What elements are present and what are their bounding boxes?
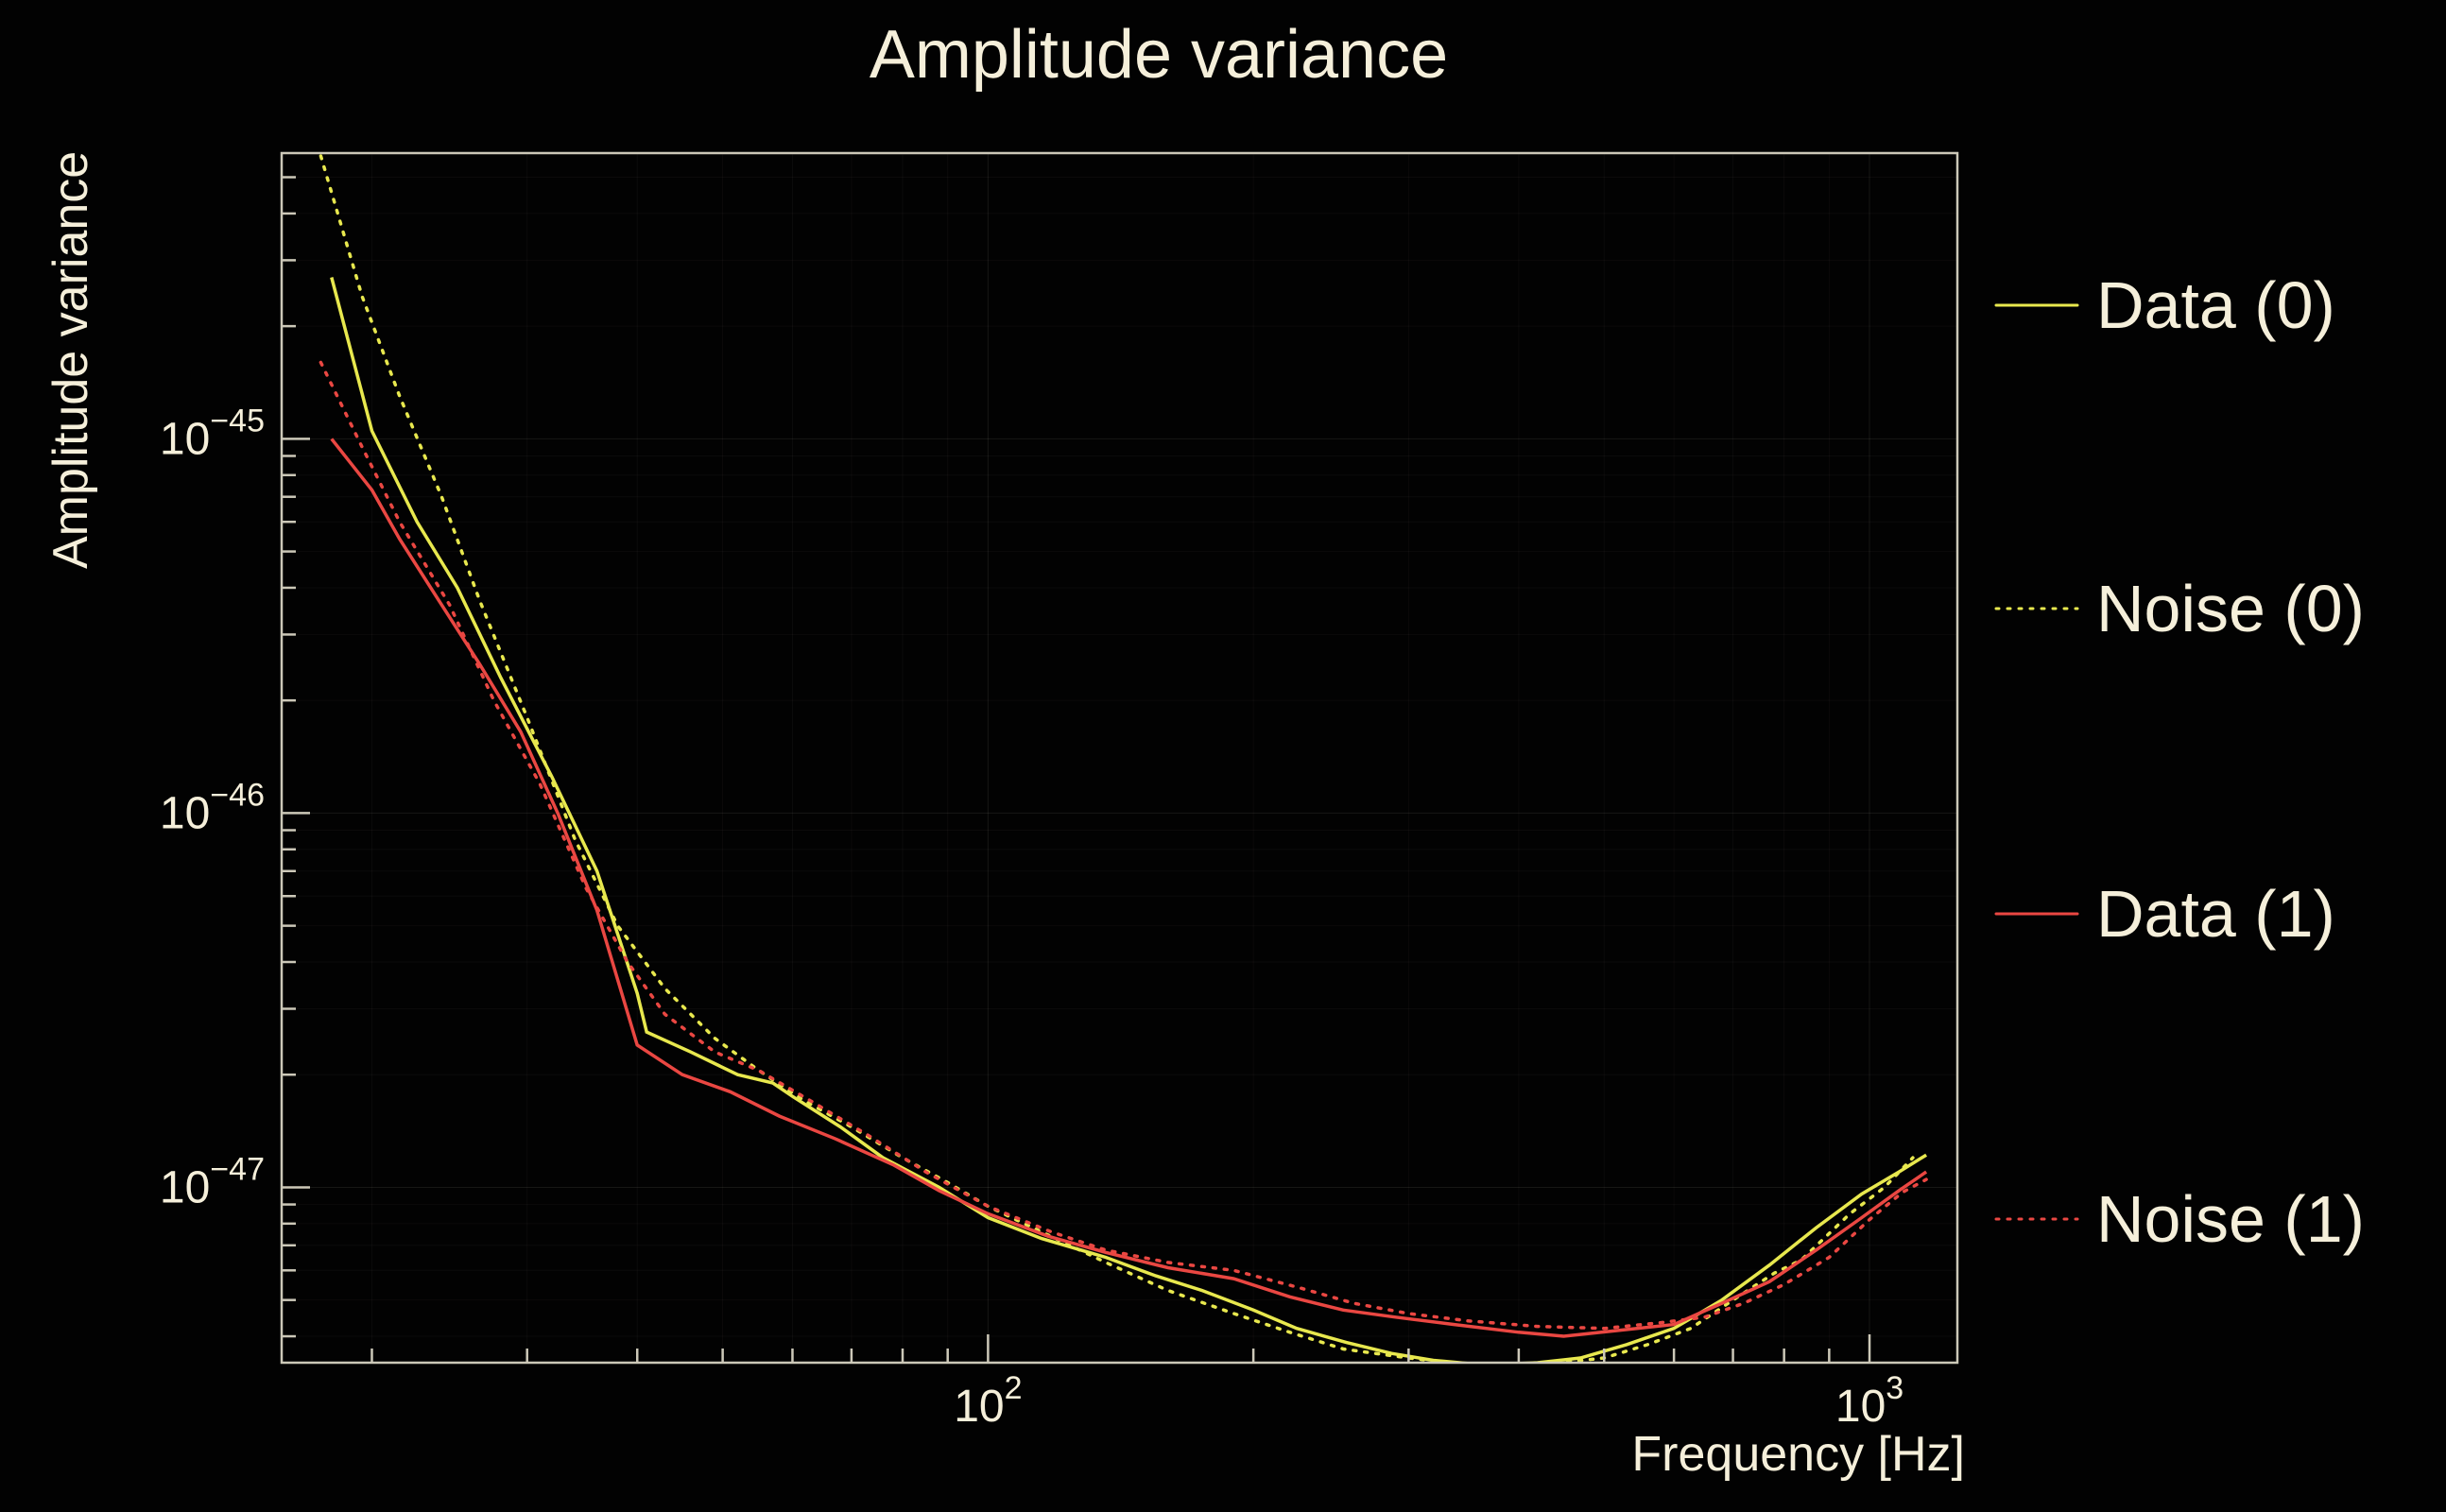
x-axis-label: Frequency [Hz] — [1631, 1427, 1965, 1482]
plot-frame — [280, 151, 1959, 1365]
legend-label: Noise (0) — [2096, 572, 2365, 645]
x-tick-label: 103 — [1835, 1370, 1903, 1432]
x-tick-label: 102 — [954, 1370, 1022, 1432]
axis-ticks — [282, 176, 1871, 1363]
legend-entry: Data (1) — [1994, 877, 2335, 951]
y-tick-label: 10−46 — [160, 777, 265, 838]
legend-entry: Data (0) — [1994, 268, 2335, 342]
legend: Data (0) Noise (0) Data (1) Noise (1) — [1994, 268, 2365, 1256]
axis-tick-labels: 102 103 10−47 10−46 10−45 — [160, 403, 1903, 1432]
series-line-data-0 — [330, 277, 1928, 1363]
y-tick-label: 10−47 — [160, 1151, 265, 1212]
legend-label: Noise (1) — [2096, 1182, 2365, 1256]
legend-entry: Noise (1) — [1994, 1182, 2365, 1256]
y-axis-label: Amplitude variance — [43, 151, 98, 569]
legend-label: Data (0) — [2096, 268, 2335, 342]
series-line-data-1 — [330, 438, 1928, 1338]
series-line-noise-1 — [319, 360, 1928, 1331]
y-tick-label: 10−45 — [160, 403, 265, 464]
legend-entry: Noise (0) — [1994, 572, 2365, 645]
legend-label: Data (1) — [2096, 877, 2335, 951]
chart-title: Amplitude variance — [870, 17, 1448, 93]
grid — [282, 153, 1957, 1363]
curves — [319, 154, 1928, 1363]
